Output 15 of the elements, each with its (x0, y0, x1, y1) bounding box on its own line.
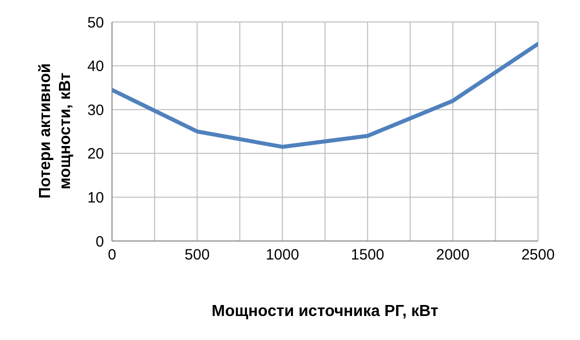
y-axis-title: Потери активной мощности, кВт (37, 63, 74, 199)
y-tick-label: 40 (87, 58, 104, 76)
y-tick-label: 20 (87, 146, 104, 163)
x-tick-label: 2000 (436, 246, 470, 264)
y-tick-label: 30 (87, 102, 104, 119)
x-tick-label: 1000 (266, 246, 300, 264)
y-tick-label: 10 (87, 190, 104, 207)
x-tick-label: 500 (184, 246, 210, 264)
x-tick-label: 0 (108, 246, 116, 264)
x-axis-title: Мощности источника РГ, кВт (212, 303, 439, 320)
x-tick-label: 2500 (521, 246, 555, 264)
x-tick-label: 1500 (350, 246, 384, 264)
line-series (112, 42, 538, 149)
y-tick-label: 0 (96, 233, 104, 250)
y-tick-label: 50 (87, 14, 104, 32)
